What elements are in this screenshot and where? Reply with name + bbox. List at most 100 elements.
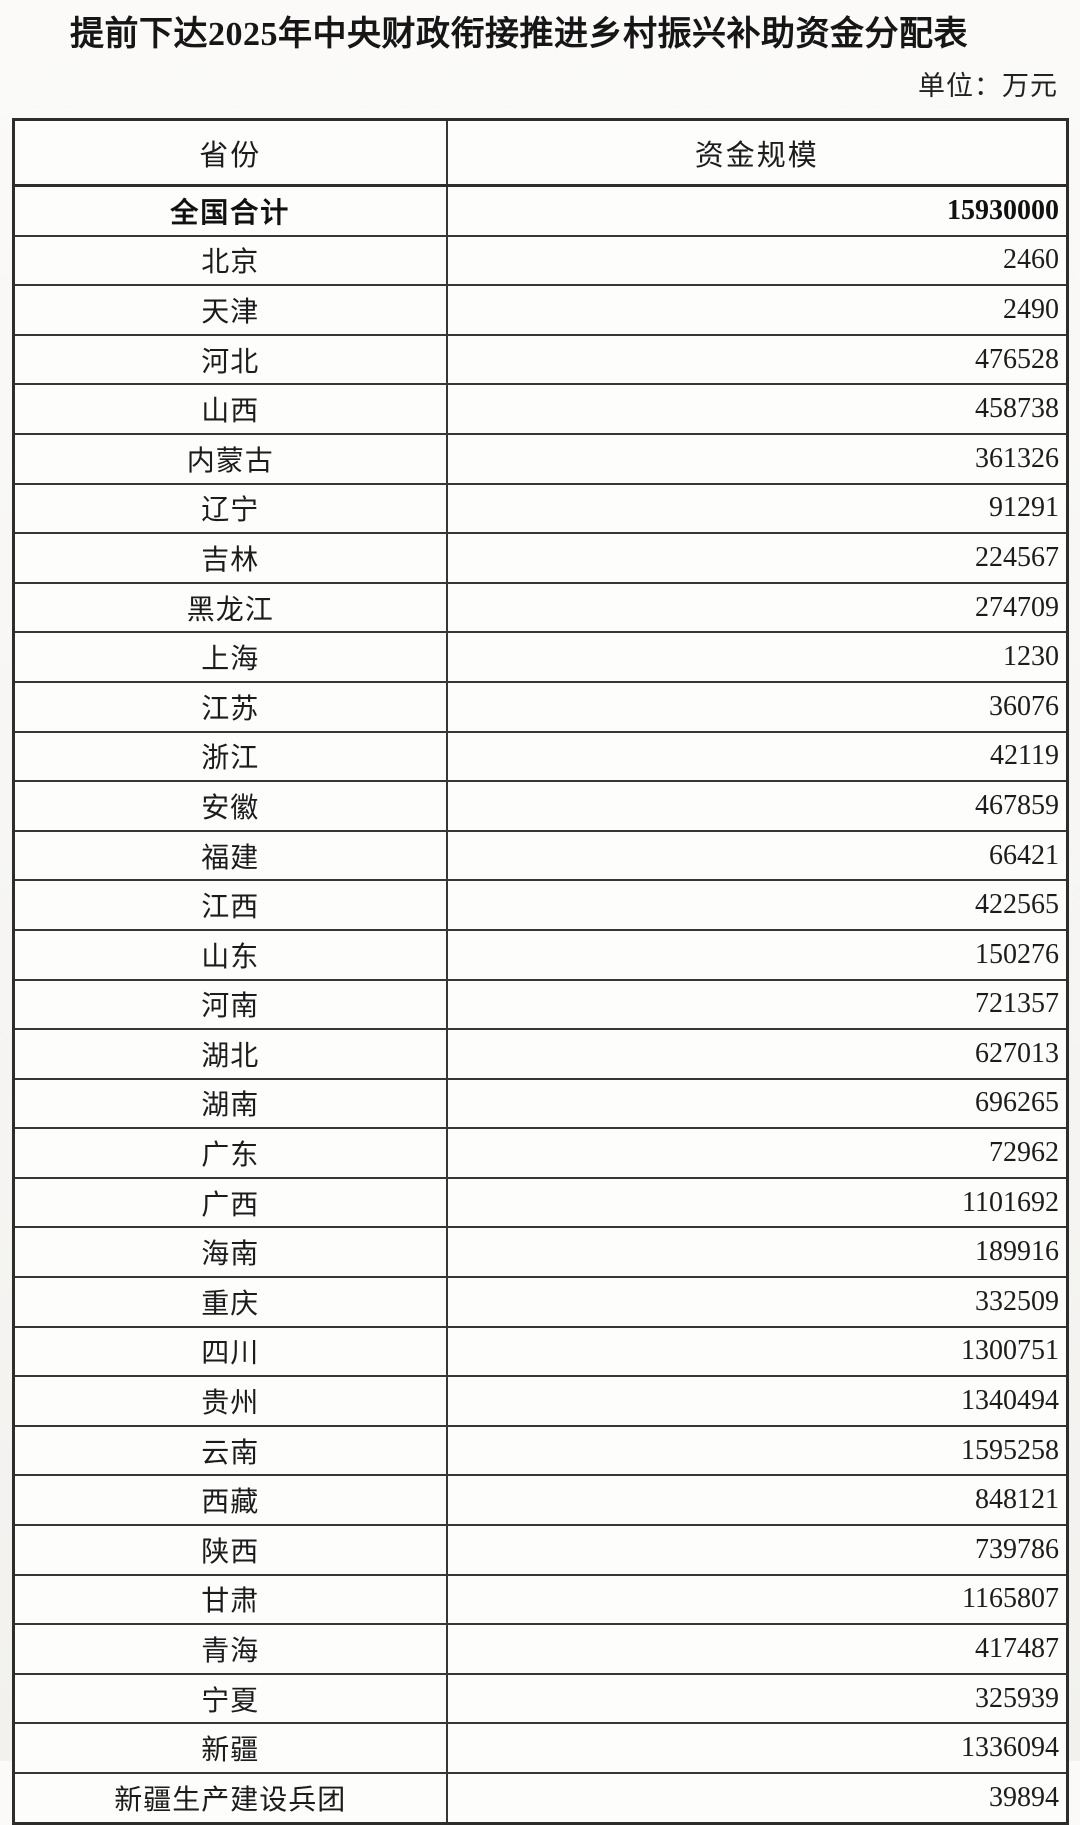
document-page: 提前下达2025年中央财政衔接推进乡村振兴补助资金分配表 单位：万元 省份 资金… (12, 16, 1069, 1825)
table-row: 重庆 332509 (12, 1276, 1069, 1328)
page-title: 提前下达2025年中央财政衔接推进乡村振兴补助资金分配表 (70, 16, 968, 53)
amount-cell: 1165807 (445, 1573, 1069, 1626)
amount-cell: 91291 (445, 482, 1069, 535)
table-row: 浙江 42119 (12, 730, 1069, 783)
amount-cell: 476528 (445, 333, 1069, 386)
province-cell: 陕西 (12, 1524, 448, 1576)
province-cell: 北京 (12, 234, 448, 287)
table-row: 贵州 1340494 (12, 1375, 1069, 1427)
table-row: 黑龙江 274709 (12, 581, 1069, 634)
table-row: 安徽 467859 (12, 780, 1069, 832)
table-header-row: 省份 资金规模 (12, 118, 1069, 187)
amount-cell: 224567 (445, 532, 1069, 584)
table-row: 福建 66421 (12, 829, 1069, 882)
province-cell: 湖南 (12, 1077, 448, 1130)
province-cell: 广东 (12, 1127, 448, 1179)
amount-cell: 361326 (445, 432, 1069, 485)
amount-cell: 696265 (445, 1077, 1069, 1130)
table-row: 山西 458738 (12, 383, 1069, 435)
province-cell: 安徽 (12, 780, 448, 832)
unit-note: 单位：万元 (918, 71, 1058, 101)
amount-cell: 66421 (445, 829, 1069, 882)
amount-cell: 72962 (445, 1127, 1069, 1179)
total-label-cell: 全国合计 (12, 184, 448, 237)
amount-cell: 325939 (445, 1672, 1069, 1725)
table-row: 广东 72962 (12, 1127, 1069, 1179)
table-row: 天津 2490 (12, 284, 1069, 336)
table-row: 四川 1300751 (12, 1325, 1069, 1378)
column-header-province: 省份 (12, 118, 448, 187)
table-row: 江苏 36076 (12, 680, 1069, 733)
amount-cell: 2460 (445, 234, 1069, 287)
table-row: 甘肃 1165807 (12, 1573, 1069, 1626)
province-cell: 河南 (12, 978, 448, 1031)
table-row: 广西 1101692 (12, 1176, 1069, 1229)
province-cell: 云南 (12, 1424, 448, 1477)
amount-cell: 274709 (445, 581, 1069, 634)
table-row: 河南 721357 (12, 978, 1069, 1031)
province-cell: 福建 (12, 829, 448, 882)
province-cell: 浙江 (12, 730, 448, 783)
table-row: 新疆 1336094 (12, 1722, 1069, 1774)
table-row: 北京 2460 (12, 234, 1069, 287)
amount-cell: 42119 (445, 730, 1069, 783)
amount-cell: 150276 (445, 928, 1069, 981)
table-row: 上海 1230 (12, 631, 1069, 683)
province-cell: 广西 (12, 1176, 448, 1229)
province-cell: 青海 (12, 1623, 448, 1675)
table-row: 海南 189916 (12, 1226, 1069, 1279)
amount-cell: 189916 (445, 1226, 1069, 1279)
province-cell: 海南 (12, 1226, 448, 1279)
amount-cell: 1101692 (445, 1176, 1069, 1229)
province-cell: 上海 (12, 631, 448, 683)
amount-cell: 739786 (445, 1524, 1069, 1576)
amount-cell: 627013 (445, 1028, 1069, 1080)
table-row: 西藏 848121 (12, 1474, 1069, 1527)
amount-cell: 467859 (445, 780, 1069, 832)
table-row: 新疆生产建设兵团 39894 (12, 1771, 1069, 1825)
amount-cell: 422565 (445, 879, 1069, 931)
province-cell: 新疆生产建设兵团 (12, 1771, 448, 1825)
amount-cell: 332509 (445, 1276, 1069, 1328)
table-row: 辽宁 91291 (12, 482, 1069, 535)
province-cell: 四川 (12, 1325, 448, 1378)
province-cell: 湖北 (12, 1028, 448, 1080)
total-amount-cell: 15930000 (445, 184, 1069, 237)
allocation-table: 省份 资金规模 全国合计 15930000 北京 2460 天津 2490 河北… (12, 118, 1069, 1825)
amount-cell: 1336094 (445, 1722, 1069, 1774)
amount-cell: 417487 (445, 1623, 1069, 1675)
table-row: 江西 422565 (12, 879, 1069, 931)
table-row: 青海 417487 (12, 1623, 1069, 1675)
amount-cell: 848121 (445, 1474, 1069, 1527)
province-cell: 江西 (12, 879, 448, 931)
table-row: 宁夏 325939 (12, 1672, 1069, 1725)
province-cell: 江苏 (12, 680, 448, 733)
amount-cell: 1300751 (445, 1325, 1069, 1378)
amount-cell: 1230 (445, 631, 1069, 683)
province-cell: 西藏 (12, 1474, 448, 1527)
province-cell: 吉林 (12, 532, 448, 584)
province-cell: 重庆 (12, 1276, 448, 1328)
amount-cell: 36076 (445, 680, 1069, 733)
amount-cell: 1595258 (445, 1424, 1069, 1477)
province-cell: 河北 (12, 333, 448, 386)
province-cell: 甘肃 (12, 1573, 448, 1626)
amount-cell: 39894 (445, 1771, 1069, 1825)
province-cell: 贵州 (12, 1375, 448, 1427)
table-row: 河北 476528 (12, 333, 1069, 386)
amount-cell: 721357 (445, 978, 1069, 1031)
amount-cell: 2490 (445, 284, 1069, 336)
table-row: 陕西 739786 (12, 1524, 1069, 1576)
province-cell: 山东 (12, 928, 448, 981)
province-cell: 新疆 (12, 1722, 448, 1774)
amount-cell: 458738 (445, 383, 1069, 435)
province-cell: 黑龙江 (12, 581, 448, 634)
province-cell: 内蒙古 (12, 432, 448, 485)
table-row: 吉林 224567 (12, 532, 1069, 584)
table-row: 内蒙古 361326 (12, 432, 1069, 485)
table-row: 云南 1595258 (12, 1424, 1069, 1477)
province-cell: 辽宁 (12, 482, 448, 535)
province-cell: 宁夏 (12, 1672, 448, 1725)
table-row-national-total: 全国合计 15930000 (12, 184, 1069, 237)
table-row: 湖南 696265 (12, 1077, 1069, 1130)
